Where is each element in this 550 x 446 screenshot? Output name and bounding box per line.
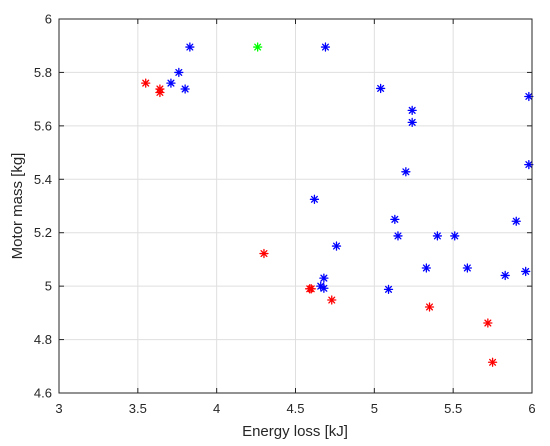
x-tick-label: 5 xyxy=(371,401,378,416)
data-point-asterisk xyxy=(141,78,151,88)
data-point-asterisk xyxy=(174,67,184,78)
data-points xyxy=(141,42,534,367)
data-point-asterisk xyxy=(166,78,176,88)
y-tick-label: 5.8 xyxy=(34,65,52,80)
data-point-asterisk xyxy=(327,295,337,305)
y-tick-label: 6 xyxy=(45,12,52,27)
axis-tick-labels: 3 3.5 4 4.5 5 5.5 6 4.6 4.8 5 5.2 5.4 5.6 5.8 6 xyxy=(34,12,536,417)
data-point-asterisk xyxy=(424,302,435,312)
x-tick-label: 4 xyxy=(213,401,220,416)
data-point-asterisk xyxy=(450,231,460,241)
x-axis-label: Energy loss [kJ] xyxy=(242,423,348,440)
x-tick-label: 4.5 xyxy=(286,401,304,416)
data-point-asterisk xyxy=(320,42,331,52)
y-tick-label: 5.6 xyxy=(34,118,52,133)
data-point-asterisk xyxy=(511,216,521,226)
grid-lines xyxy=(59,19,532,393)
data-point-asterisk xyxy=(253,42,263,52)
data-point-asterisk xyxy=(521,266,531,277)
data-point-asterisk xyxy=(319,273,329,283)
data-point-asterisk xyxy=(401,167,411,177)
data-point-asterisk xyxy=(393,231,403,241)
x-tick-label: 5.5 xyxy=(444,401,462,416)
data-point-asterisk xyxy=(462,263,473,273)
data-point-asterisk xyxy=(483,318,493,328)
x-tick-label: 3 xyxy=(55,401,62,416)
data-point-asterisk xyxy=(155,87,165,98)
data-point-asterisk xyxy=(407,105,417,116)
data-point-asterisk xyxy=(500,270,510,281)
data-point-asterisk xyxy=(375,83,386,94)
x-tick-label: 6 xyxy=(528,401,535,416)
data-point-asterisk xyxy=(331,241,342,251)
data-point-asterisk xyxy=(319,283,329,293)
data-point-asterisk xyxy=(432,231,443,241)
data-point-asterisk xyxy=(390,214,400,225)
data-point-asterisk xyxy=(309,194,320,204)
axis-ticks xyxy=(58,18,533,394)
y-axis-label: Motor mass [kg] xyxy=(9,153,26,260)
y-tick-label: 5.4 xyxy=(34,172,52,187)
data-point-asterisk xyxy=(306,284,316,294)
x-tick-label: 3.5 xyxy=(129,401,147,416)
y-tick-label: 5.2 xyxy=(34,225,52,240)
data-point-asterisk xyxy=(487,357,498,367)
data-point-asterisk xyxy=(524,159,534,170)
data-point-asterisk xyxy=(407,117,417,128)
data-point-asterisk xyxy=(180,84,190,94)
y-tick-label: 5 xyxy=(45,279,52,294)
y-tick-label: 4.8 xyxy=(34,332,52,347)
data-point-asterisk xyxy=(259,248,269,259)
data-point-asterisk xyxy=(383,284,394,294)
data-point-asterisk xyxy=(185,42,195,52)
data-point-asterisk xyxy=(421,263,432,273)
y-tick-label: 4.6 xyxy=(34,386,52,401)
